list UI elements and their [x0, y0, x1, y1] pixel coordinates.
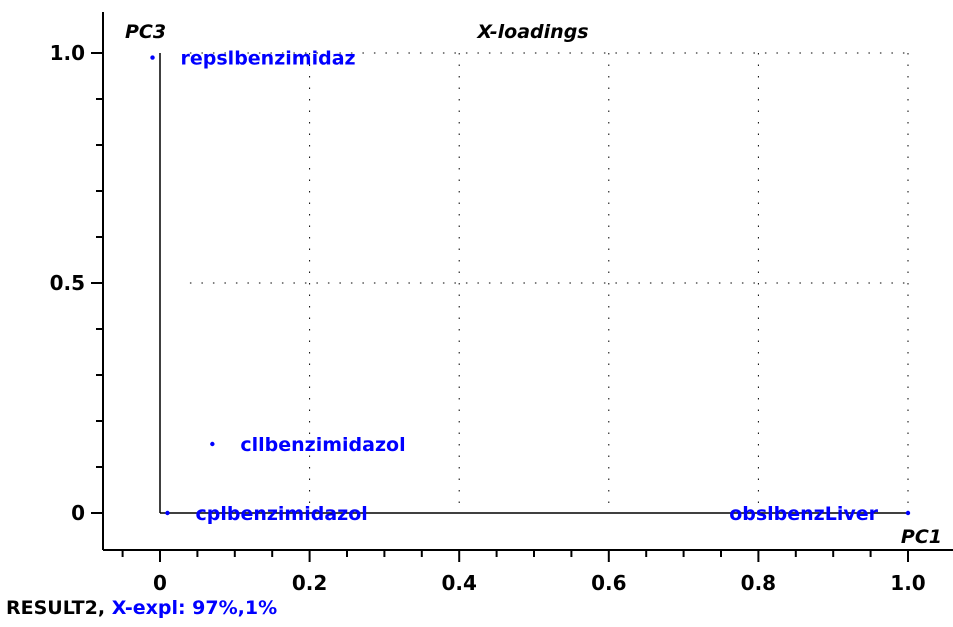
grid-lines	[189, 52, 909, 513]
data-point	[165, 510, 170, 516]
axis-labels: 0 0.5 1.0 0 0.2 0.4 0.6 0.8 1.0 X-loadings PC3 PC1	[50, 21, 942, 595]
x-tick-label: 0.2	[292, 571, 327, 595]
result-footer: RESULT2, X-expl: 97%,1%	[6, 597, 277, 619]
data-point-label: cllbenzimidazol	[240, 434, 405, 456]
data-point-label: repslbenzimidaz	[181, 48, 356, 70]
x-tick-label: 1.0	[890, 571, 925, 595]
data-point	[150, 55, 155, 60]
y-axis-title: PC3	[125, 21, 166, 43]
x-tick-label: 0.4	[441, 571, 476, 595]
x-axis-title: PC1	[901, 526, 942, 548]
y-tick-label: 0	[71, 501, 85, 525]
data-point-label: obslbenzLiver	[729, 503, 878, 525]
y-tick-label: 1.0	[50, 41, 85, 65]
chart-title: X-loadings	[476, 21, 588, 43]
data-point-label: cplbenzimidazol	[195, 503, 367, 525]
data-point	[210, 441, 215, 447]
result-name: RESULT2,	[6, 597, 106, 619]
axes	[91, 12, 953, 562]
x-tick-label: 0.8	[741, 571, 776, 595]
x-tick-label: 0	[153, 571, 167, 595]
data-point	[905, 510, 911, 516]
explained-variance: X-expl: 97%,1%	[111, 597, 278, 619]
y-tick-label: 0.5	[50, 271, 85, 295]
data-points: repslbenzimidaz cllbenzimidazol cplbenzimi…	[150, 48, 911, 525]
x-tick-label: 0.6	[591, 571, 626, 595]
